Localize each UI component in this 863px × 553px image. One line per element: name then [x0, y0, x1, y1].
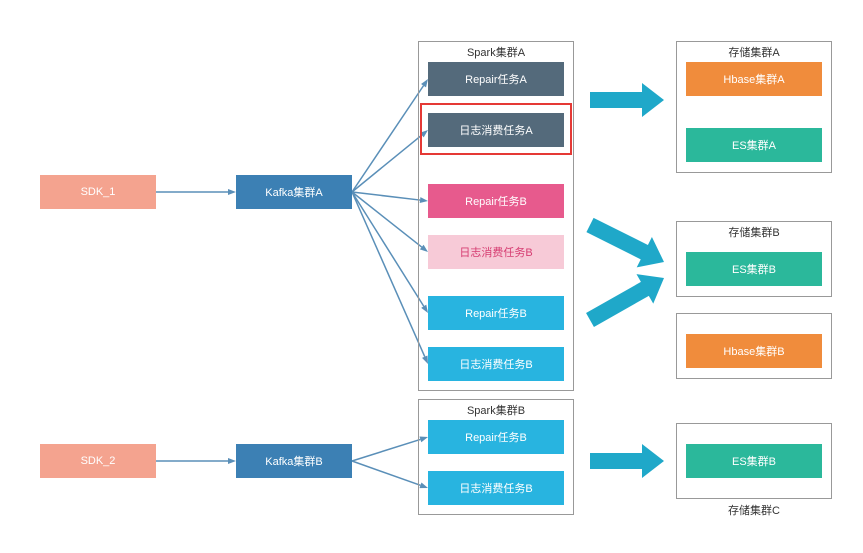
- group-label-storeA: 存储集群A: [714, 44, 794, 60]
- node-logA: 日志消费任务A: [428, 113, 564, 147]
- node-esB2: ES集群B: [686, 444, 822, 478]
- node-repairB2: Repair任务B: [428, 296, 564, 330]
- node-kafkaA: Kafka集群A: [236, 175, 352, 209]
- node-repairB3: Repair任务B: [428, 420, 564, 454]
- group-label-sparkA: Spark集群A: [456, 44, 536, 60]
- node-hbaseB: Hbase集群B: [686, 334, 822, 368]
- node-repairA: Repair任务A: [428, 62, 564, 96]
- node-logB2: 日志消费任务B: [428, 347, 564, 381]
- group-label-storeC: 存储集群C: [714, 502, 794, 518]
- node-sdk1: SDK_1: [40, 175, 156, 209]
- group-label-storeB: 存储集群B: [714, 224, 794, 240]
- node-logB3: 日志消费任务B: [428, 471, 564, 505]
- node-hbaseA: Hbase集群A: [686, 62, 822, 96]
- node-esA: ES集群A: [686, 128, 822, 162]
- node-sdk2: SDK_2: [40, 444, 156, 478]
- node-repairB1: Repair任务B: [428, 184, 564, 218]
- node-esB: ES集群B: [686, 252, 822, 286]
- node-kafkaB: Kafka集群B: [236, 444, 352, 478]
- group-label-sparkB: Spark集群B: [456, 402, 536, 418]
- node-logB1: 日志消费任务B: [428, 235, 564, 269]
